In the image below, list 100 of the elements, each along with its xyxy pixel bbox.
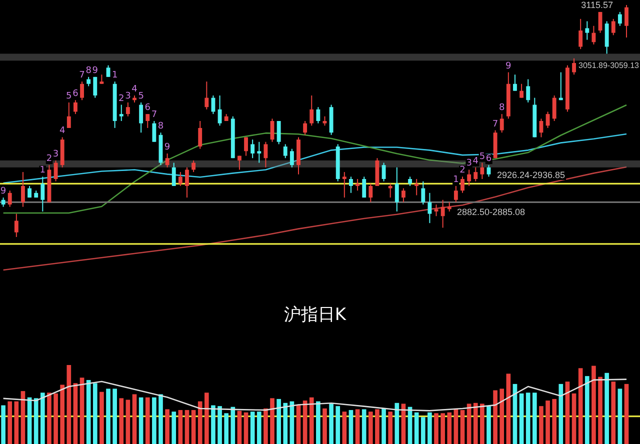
text: 4 <box>59 126 66 136</box>
bar <box>558 384 564 444</box>
text: 3 <box>466 158 472 169</box>
annotation: 2926.24-2936.85 <box>497 170 566 180</box>
candlestick <box>250 139 255 159</box>
bar <box>486 406 491 444</box>
bar <box>244 412 248 444</box>
candlestick <box>185 166 189 198</box>
bar <box>8 401 12 444</box>
annotation: 3051.89-3059.13 <box>578 61 640 70</box>
candlestick <box>394 166 399 212</box>
candlestick <box>264 141 268 168</box>
candlestick <box>480 162 484 180</box>
text: 4 <box>132 84 138 94</box>
bar <box>40 392 45 444</box>
text: 2 <box>118 94 124 104</box>
candlestick <box>303 120 308 136</box>
candlestick <box>198 120 202 150</box>
bar <box>230 406 236 444</box>
bar <box>178 410 183 444</box>
candlestick <box>257 141 262 164</box>
bar <box>598 376 602 444</box>
candlestick <box>66 102 71 128</box>
candlestick <box>80 81 84 101</box>
candlestick <box>434 204 438 217</box>
bar <box>145 397 150 444</box>
bar <box>460 410 465 444</box>
candlestick <box>14 213 18 238</box>
candlestick <box>86 76 91 87</box>
text: 4 <box>472 156 478 166</box>
bar <box>401 404 406 444</box>
bar <box>480 404 484 444</box>
bar <box>362 409 366 444</box>
bar <box>302 400 308 444</box>
bar <box>198 401 202 444</box>
bar <box>382 408 386 444</box>
candlestick <box>316 106 320 124</box>
text: 3 <box>52 149 59 160</box>
bar <box>296 404 301 444</box>
bar <box>355 409 360 444</box>
candlestick <box>119 104 124 122</box>
bar <box>532 392 537 444</box>
candlestick <box>401 188 406 203</box>
candlestick <box>552 94 556 122</box>
bar <box>66 365 72 444</box>
bar <box>138 397 144 444</box>
bar <box>434 413 438 444</box>
bar <box>466 404 472 444</box>
candlestick <box>322 116 327 126</box>
candlestick <box>126 102 130 117</box>
text: 1 <box>40 166 46 176</box>
bar <box>552 398 557 444</box>
candlestick <box>414 178 419 196</box>
bar <box>584 376 590 444</box>
bar <box>224 413 229 444</box>
text: 2 <box>46 154 52 164</box>
bar <box>152 397 156 444</box>
bar <box>309 397 314 444</box>
candlestick <box>310 94 314 126</box>
bar <box>80 378 84 444</box>
bar <box>158 394 163 444</box>
bar <box>86 380 91 444</box>
candlestick <box>178 172 182 186</box>
bar <box>618 388 622 444</box>
bar <box>54 393 58 444</box>
bar <box>92 383 98 444</box>
bar <box>184 410 190 444</box>
candlestick <box>244 136 248 156</box>
bar <box>493 390 498 444</box>
candlestick <box>572 58 576 76</box>
bar <box>388 412 393 444</box>
text: 沪指日K <box>284 305 347 325</box>
candlestick <box>237 155 242 170</box>
candlestick <box>283 144 288 159</box>
bar <box>20 391 26 444</box>
candlestick <box>342 172 346 198</box>
bar <box>420 417 426 444</box>
bar <box>611 382 616 444</box>
bar <box>624 384 629 444</box>
candlestick <box>408 176 412 186</box>
candlestick <box>192 160 196 173</box>
text: 5 <box>66 91 72 102</box>
candlestick <box>73 100 78 115</box>
candlestick <box>513 74 517 92</box>
candlestick <box>356 178 360 192</box>
annotation: 3115.57 <box>581 0 613 10</box>
candlestick <box>139 102 144 134</box>
bar <box>565 382 570 444</box>
candlestick <box>460 176 464 194</box>
candlestick <box>165 152 170 168</box>
bar <box>519 393 524 444</box>
bar <box>264 408 268 444</box>
candlestick <box>578 18 583 50</box>
text: 2 <box>460 166 466 176</box>
candlestick <box>106 64 110 78</box>
candlestick <box>440 199 445 228</box>
text: 7 <box>492 119 498 130</box>
candlestick <box>362 176 366 198</box>
bar <box>119 398 124 444</box>
text: 1 <box>112 70 118 81</box>
